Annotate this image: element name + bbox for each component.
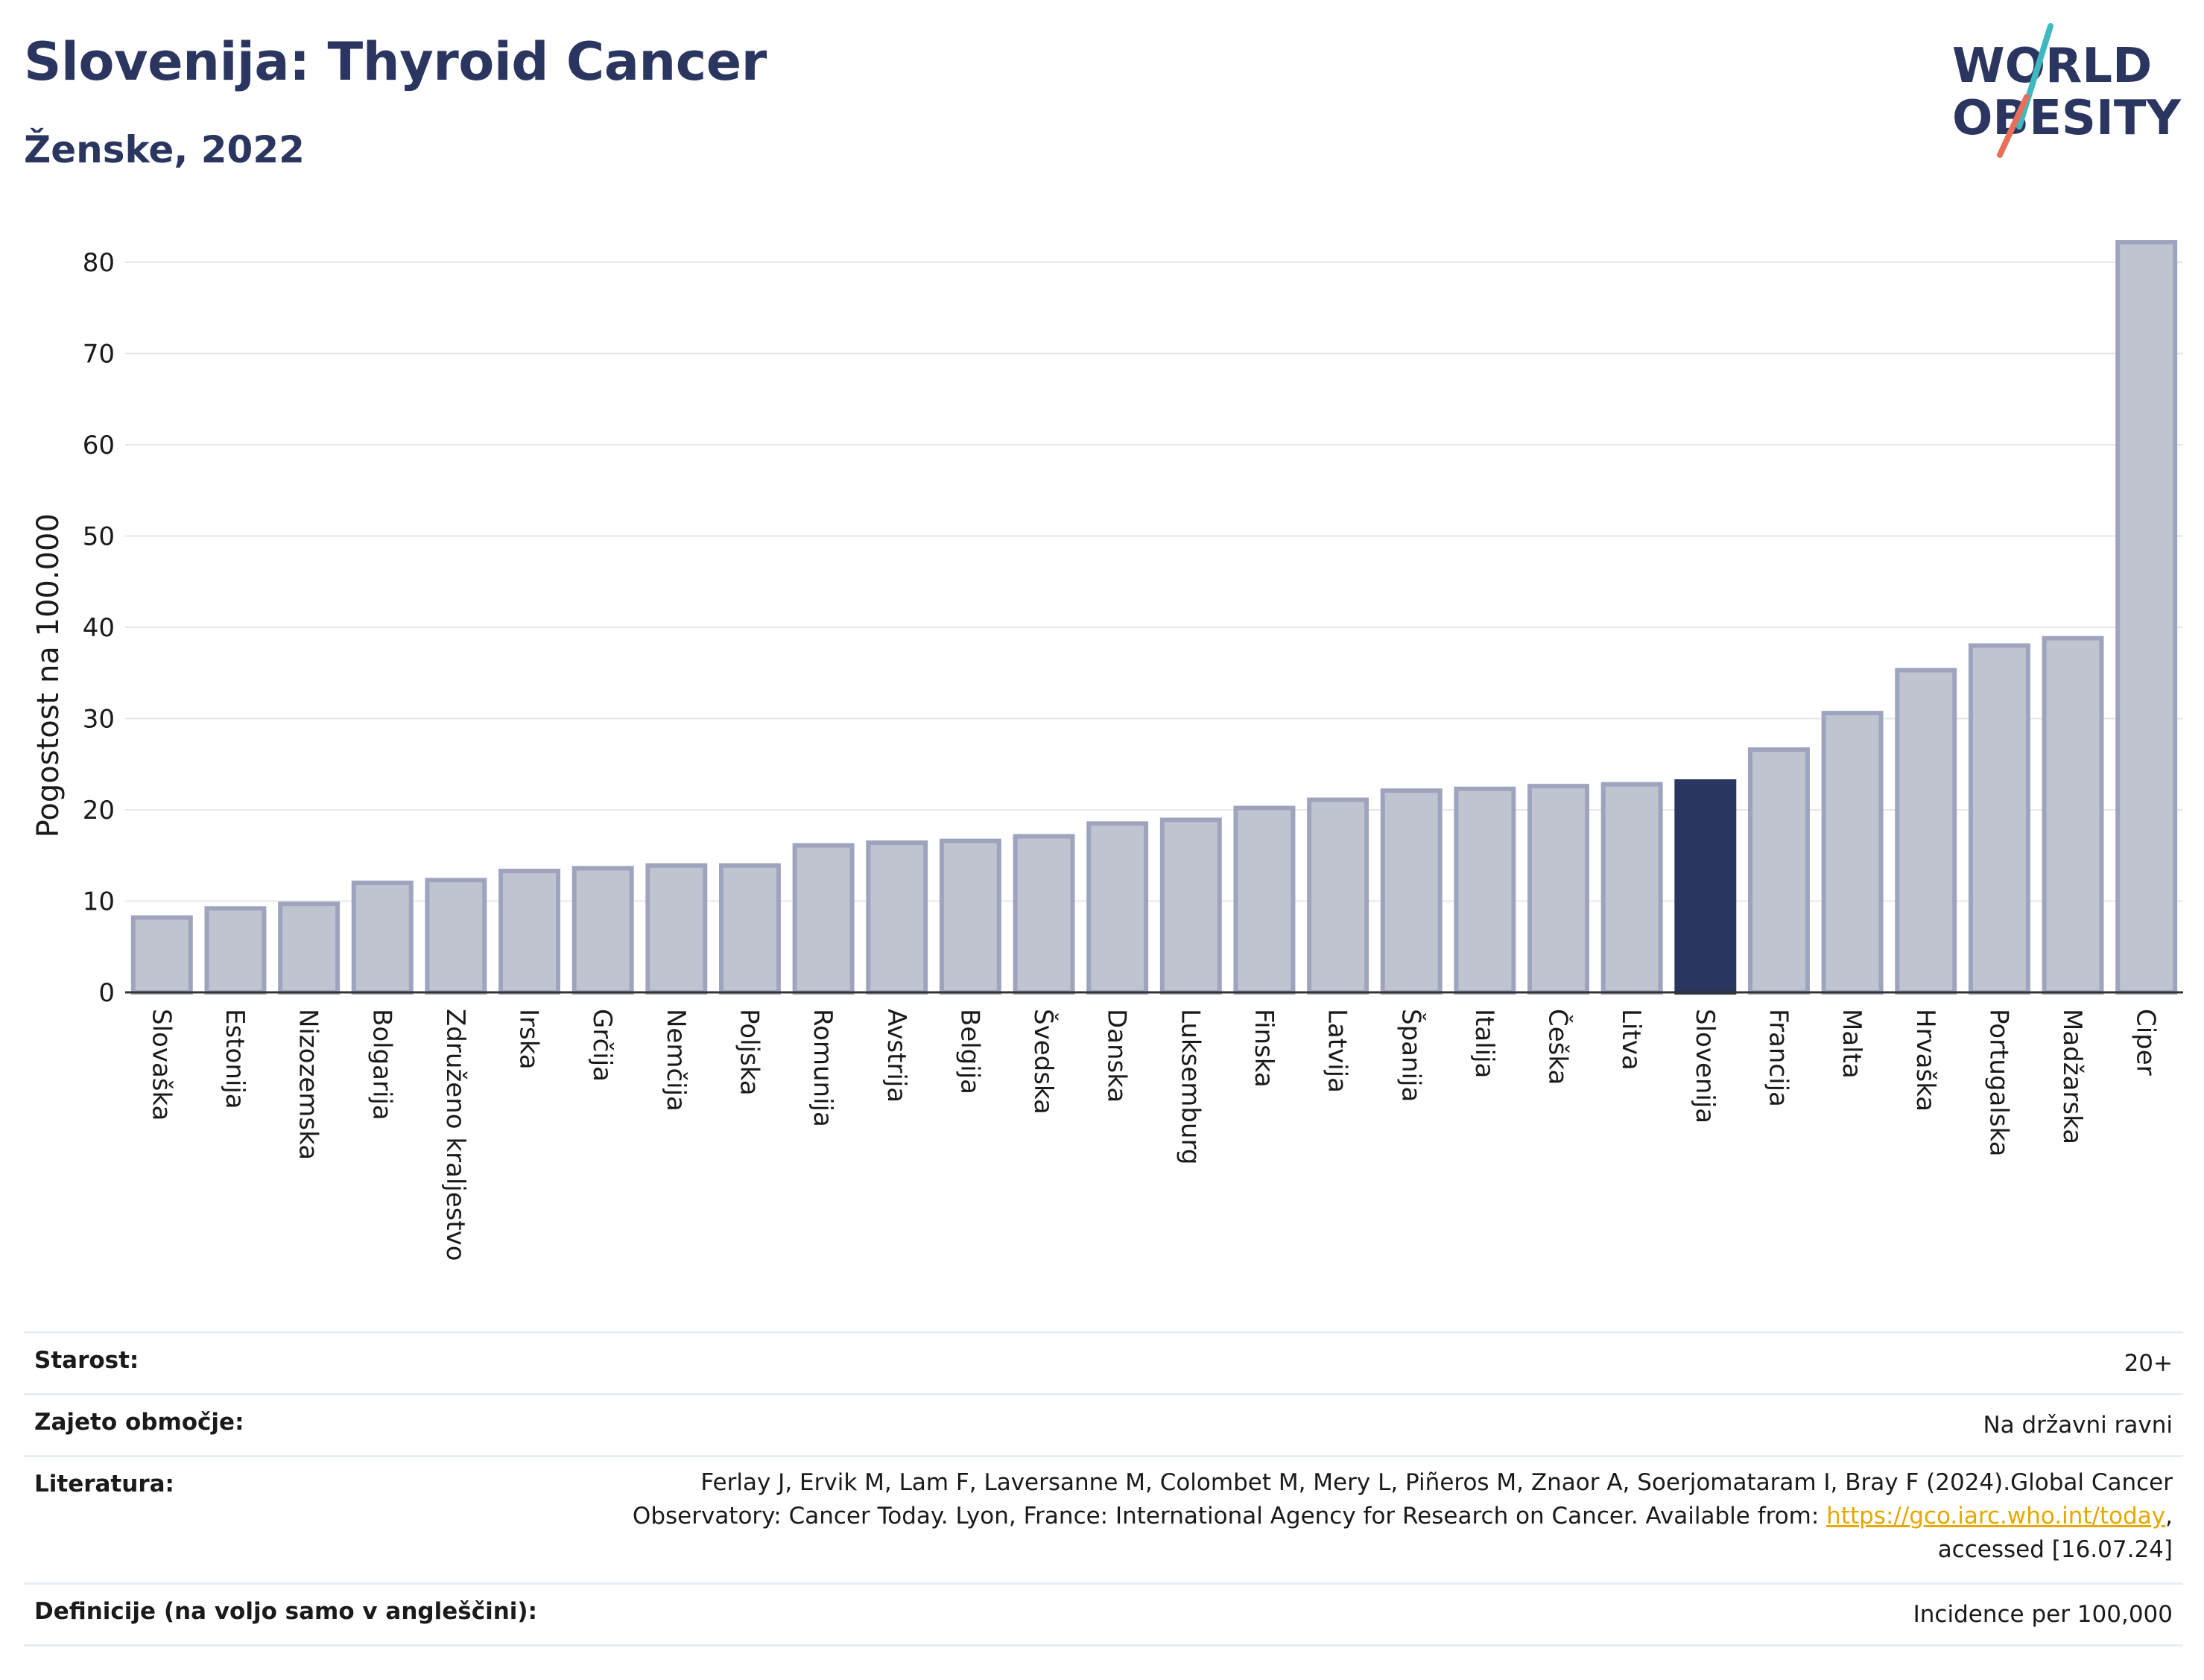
x-tick-label: Madžarska [2057, 1009, 2087, 1144]
y-tick-label: 70 [83, 340, 115, 370]
literature-link[interactable]: https://gco.iarc.who.int/today [1826, 1503, 2166, 1530]
bar-španija[interactable] [1380, 788, 1443, 995]
x-tick-label: Hrvaška [1910, 1009, 1940, 1112]
bar-finska[interactable] [1233, 805, 1296, 995]
x-tick-label: Francija [1763, 1009, 1793, 1107]
bar-bolgarija[interactable] [351, 881, 414, 995]
bar-malta[interactable] [1821, 711, 1884, 995]
y-axis-ticks: 0 10 20 30 40 50 60 70 80 [83, 248, 115, 1008]
bar-belgija[interactable] [939, 838, 1001, 995]
bar-irska[interactable] [498, 869, 561, 995]
x-tick-label: Združeno kraljestvo [440, 1009, 470, 1261]
metadata-table: Starost: 20+ Zajeto območje: Na državni … [24, 1331, 2183, 1646]
x-tick-label: Poljska [734, 1009, 764, 1096]
meta-label-coverage: Zajeto območje: [34, 1409, 244, 1436]
x-tick-label: Romunija [808, 1009, 837, 1127]
x-tick-label: Grčija [587, 1009, 617, 1082]
x-tick-label: Slovenija [1690, 1009, 1720, 1123]
bar-madžarska[interactable] [2042, 635, 2104, 995]
bar-poljska[interactable] [718, 863, 781, 995]
logo-word-world: WORLD [1952, 39, 2152, 94]
meta-row-coverage: Zajeto območje: Na državni ravni [24, 1393, 2183, 1455]
literature-line-1: Ferlay J, Ervik M, Lam F, Laversanne M, … [700, 1469, 2173, 1496]
meta-value-coverage: Na državni ravni [1983, 1412, 2173, 1439]
bar-avstrija[interactable] [866, 840, 928, 995]
y-axis-title: Pogostost na 100.000 [31, 513, 66, 837]
y-tick-label: 80 [83, 248, 115, 278]
y-tick-label: 0 [98, 978, 115, 1008]
bars [130, 240, 2178, 995]
x-tick-label: Danska [1102, 1009, 1132, 1103]
x-tick-label: Luksemburg [1175, 1009, 1205, 1164]
x-axis-ticks: Slovaška Estonija Nizozemska Bolgarija Združ… [146, 1009, 2160, 1261]
x-tick-label: Italija [1469, 1009, 1499, 1078]
bar-litva[interactable] [1600, 782, 1663, 995]
bar-estonija[interactable] [204, 906, 267, 995]
bar-češka[interactable] [1527, 784, 1590, 995]
x-tick-label: Ciper [2131, 1009, 2161, 1076]
bar-združeno-kraljestvo[interactable] [425, 878, 487, 995]
logo-word-obesity: OBESITY [1952, 91, 2181, 146]
bar-hrvaška[interactable] [1895, 668, 1957, 995]
bar-švedska[interactable] [1013, 834, 1075, 995]
bar-chart: 0 10 20 30 40 50 60 70 80 Slovaška Estonija Nizoze… [31, 240, 2183, 1261]
meta-label-age: Starost: [34, 1347, 139, 1374]
bar-nizozemska[interactable] [278, 901, 341, 995]
x-tick-label: Belgija [954, 1009, 984, 1094]
x-tick-label: Portugalska [1983, 1009, 2013, 1156]
chart-subtitle: Ženske, 2022 [24, 128, 305, 171]
logo-slash-coral [1997, 94, 2030, 158]
y-tick-label: 50 [83, 522, 115, 552]
bar-portugalska[interactable] [1968, 643, 2030, 995]
bar-ciper[interactable] [2115, 240, 2178, 995]
y-tick-label: 20 [83, 796, 115, 825]
literature-line-2-text: Observatory: Cancer Today. Lyon, France:… [632, 1503, 1827, 1530]
x-tick-label: Bolgarija [367, 1009, 396, 1120]
y-tick-label: 30 [83, 705, 115, 735]
literature-line-2: Observatory: Cancer Today. Lyon, France:… [633, 1500, 2173, 1533]
x-tick-label: Malta [1837, 1009, 1866, 1079]
meta-label-definitions: Definicije (na voljo samo v angleščini): [34, 1598, 537, 1625]
y-tick-label: 40 [83, 613, 115, 643]
y-tick-label: 60 [83, 431, 115, 460]
x-tick-label: Finska [1249, 1009, 1279, 1088]
chart-title: Slovenija: Thyroid Cancer [24, 31, 767, 92]
meta-row-literature: Literatura: Ferlay J, Ervik M, Lam F, La… [24, 1455, 2183, 1582]
bar-nemčija[interactable] [645, 863, 708, 995]
x-tick-label: Avstrija [881, 1009, 911, 1103]
bar-italija[interactable] [1454, 786, 1516, 995]
bar-slovenija[interactable] [1674, 779, 1737, 995]
bar-romunija[interactable] [792, 843, 855, 995]
meta-value-age: 20+ [2124, 1350, 2173, 1377]
x-tick-label: Slovaška [146, 1009, 176, 1120]
x-tick-label: Irska [514, 1009, 544, 1070]
meta-value-definitions: Incidence per 100,000 [1913, 1601, 2173, 1628]
bar-latvija[interactable] [1307, 797, 1369, 995]
x-tick-label: Latvija [1323, 1009, 1352, 1093]
bar-luksemburg[interactable] [1159, 817, 1222, 995]
x-tick-label: Španija [1396, 1009, 1426, 1102]
meta-row-age: Starost: 20+ [24, 1331, 2183, 1393]
x-tick-label: Litva [1616, 1009, 1646, 1071]
bar-grčija[interactable] [571, 866, 634, 995]
world-obesity-logo: WORLD OBESITY [1952, 23, 2181, 158]
x-tick-label: Estonija [220, 1009, 250, 1109]
x-tick-label: Švedska [1028, 1009, 1059, 1115]
meta-row-definitions: Definicije (na voljo samo v angleščini):… [24, 1582, 2183, 1646]
x-tick-label: Nemčija [661, 1009, 691, 1112]
x-tick-label: Češka [1543, 1009, 1574, 1085]
bar-danska[interactable] [1086, 821, 1149, 995]
logo-slash-teal [2016, 23, 2053, 130]
meta-label-literature: Literatura: [34, 1471, 174, 1497]
bar-francija[interactable] [1747, 747, 1810, 995]
literature-line-2-end: , [2165, 1503, 2173, 1530]
x-tick-label: Nizozemska [294, 1009, 323, 1160]
bar-slovaška[interactable] [130, 915, 193, 995]
meta-value-literature: Ferlay J, Ervik M, Lam F, Laversanne M, … [633, 1457, 2183, 1582]
literature-line-3: accessed [16.07.24] [1937, 1536, 2173, 1563]
y-tick-label: 10 [83, 887, 115, 917]
